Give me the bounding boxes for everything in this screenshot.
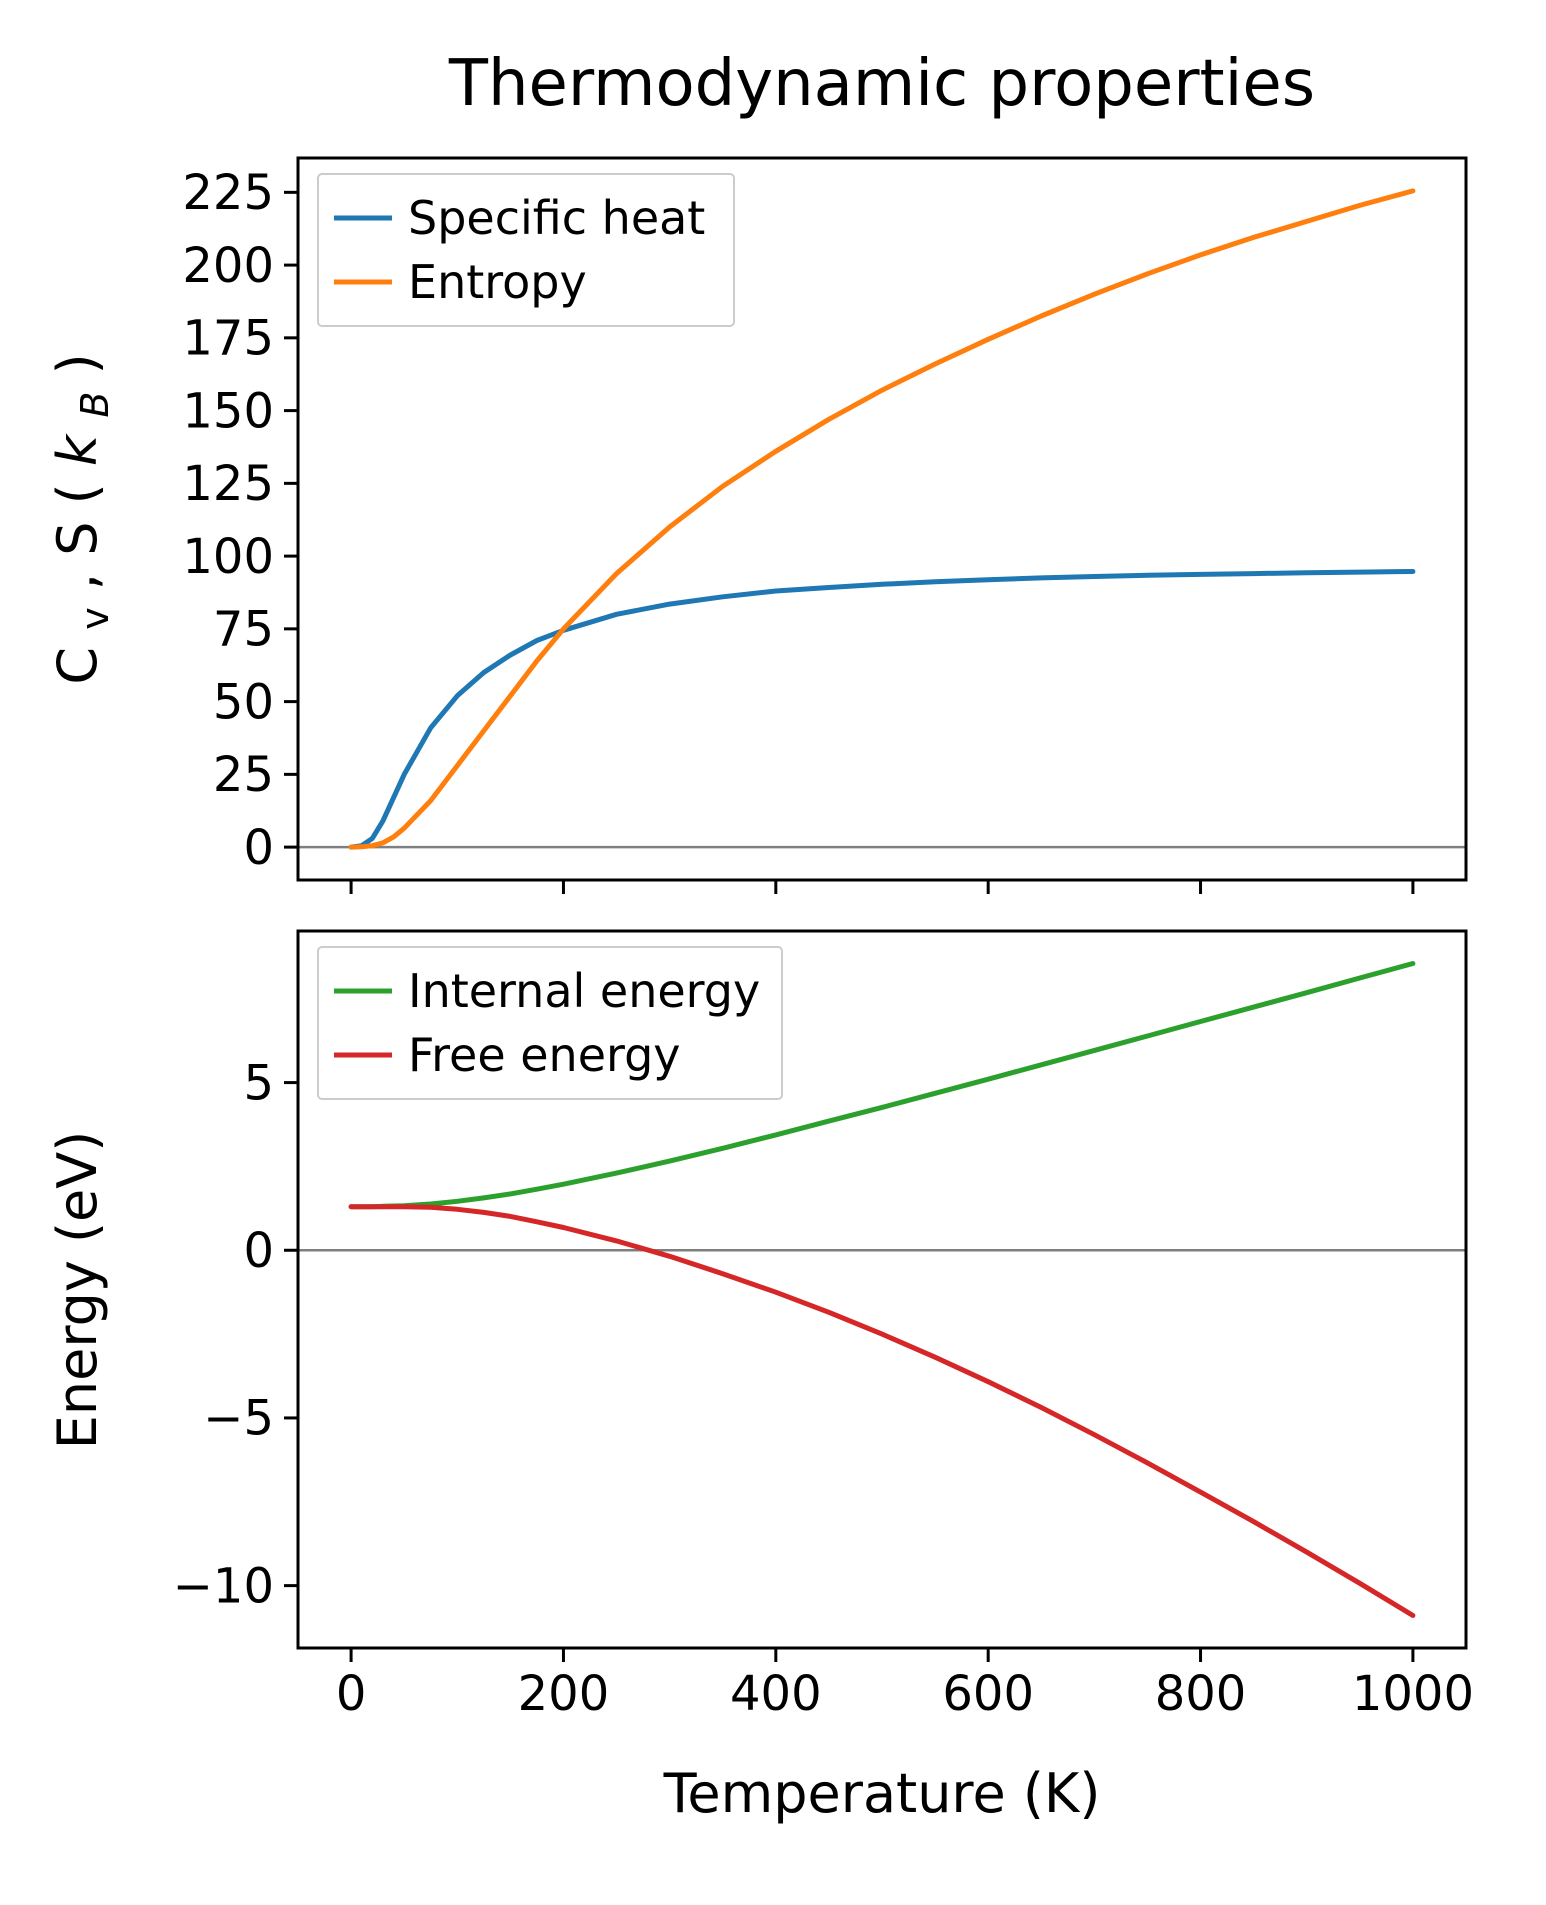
legend-label: Specific heat <box>408 191 705 245</box>
legend: Specific heat Entropy <box>317 173 735 327</box>
y-tick-label: 200 <box>182 238 274 294</box>
ylabel-part-italic: k <box>46 432 109 466</box>
x-tick-label: 0 <box>336 1666 367 1722</box>
curve-entropy <box>348 188 1416 850</box>
ylabel-part-sub-italic: B <box>73 392 117 418</box>
x-axis-label: Temperature (K) <box>663 1762 1101 1825</box>
x-tick-label: 400 <box>730 1666 822 1722</box>
y-tick-label: 25 <box>213 747 274 803</box>
ylabel-part: ) <box>46 353 109 374</box>
y-tick-label: 50 <box>213 674 274 730</box>
legend-box <box>317 173 735 327</box>
y-tick-label: 0 <box>243 820 274 876</box>
y-tick-label: 0 <box>243 1223 274 1279</box>
y-tick-label: 125 <box>182 456 274 512</box>
legend-label: Entropy <box>408 255 587 309</box>
legend-box <box>317 946 783 1100</box>
y-tick-label: −5 <box>203 1391 274 1447</box>
x-tick-label: 1000 <box>1352 1666 1474 1722</box>
curve-specific-heat <box>348 569 1416 850</box>
x-tick-label: 600 <box>942 1666 1034 1722</box>
y-tick-label: 150 <box>182 383 274 439</box>
x-tick-label: 800 <box>1155 1666 1247 1722</box>
plot-energy: 0 200 400 600 800 1000 −10 −5 0 5 Internal energy F… <box>173 929 1474 1722</box>
y-axis-label-bottom: Energy (eV) <box>46 1131 109 1450</box>
y-tick-label: 100 <box>182 529 274 585</box>
y-tick-label: −10 <box>173 1558 274 1614</box>
plot-specific-heat-entropy: 0 25 50 75 100 125 150 175 200 225 Specific heat En… <box>182 156 1468 894</box>
figure-title: Thermodynamic properties <box>448 47 1315 121</box>
ylabel-part: , S ( <box>46 483 109 590</box>
ylabel-part-sub: v <box>73 607 117 630</box>
axes-frame <box>296 929 1468 1650</box>
legend-label: Internal energy <box>408 964 760 1018</box>
y-tick-label: 75 <box>213 602 274 658</box>
legend: Internal energy Free energy <box>317 946 783 1100</box>
y-tick-label: 225 <box>182 165 274 221</box>
y-tick-label: 175 <box>182 311 274 367</box>
curve-free-energy <box>348 1204 1416 1618</box>
x-tick-label: 200 <box>518 1666 610 1722</box>
axes-frame <box>296 156 1468 882</box>
ylabel-part: C <box>46 647 109 685</box>
legend-label: Free energy <box>408 1028 681 1082</box>
y-tick-label: 5 <box>243 1055 274 1111</box>
y-axis-label-top: C v , S ( k B ) <box>46 353 121 684</box>
